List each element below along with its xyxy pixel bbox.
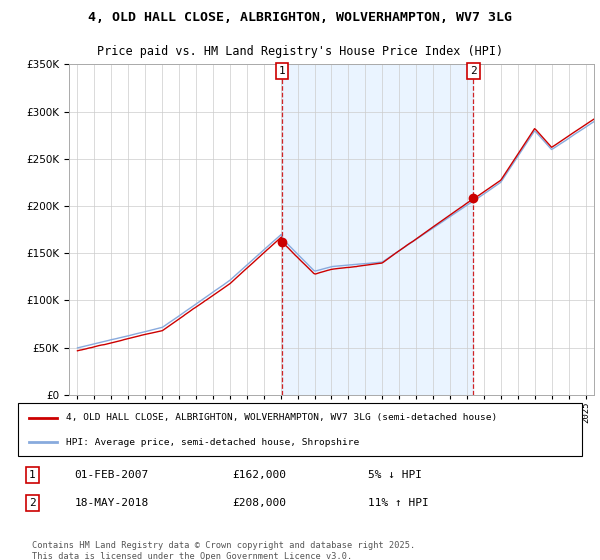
Text: 1: 1 [29,470,35,480]
Text: HPI: Average price, semi-detached house, Shropshire: HPI: Average price, semi-detached house,… [66,437,359,446]
Text: 2: 2 [470,66,477,76]
Text: £162,000: £162,000 [232,470,286,480]
Text: 4, OLD HALL CLOSE, ALBRIGHTON, WOLVERHAMPTON, WV7 3LG: 4, OLD HALL CLOSE, ALBRIGHTON, WOLVERHAM… [88,11,512,24]
Text: 1: 1 [278,66,286,76]
FancyBboxPatch shape [18,403,582,456]
Text: 18-MAY-2018: 18-MAY-2018 [74,498,149,508]
Text: Price paid vs. HM Land Registry's House Price Index (HPI): Price paid vs. HM Land Registry's House … [97,45,503,58]
Text: 11% ↑ HPI: 11% ↑ HPI [368,498,428,508]
Text: 5% ↓ HPI: 5% ↓ HPI [368,470,422,480]
Bar [282,64,473,395]
Text: Contains HM Land Registry data © Crown copyright and database right 2025.
This d: Contains HM Land Registry data © Crown c… [32,542,415,560]
Text: 01-FEB-2007: 01-FEB-2007 [74,470,149,480]
Text: 4, OLD HALL CLOSE, ALBRIGHTON, WOLVERHAMPTON, WV7 3LG (semi-detached house): 4, OLD HALL CLOSE, ALBRIGHTON, WOLVERHAM… [66,413,497,422]
Text: £208,000: £208,000 [232,498,286,508]
Text: 2: 2 [29,498,35,508]
